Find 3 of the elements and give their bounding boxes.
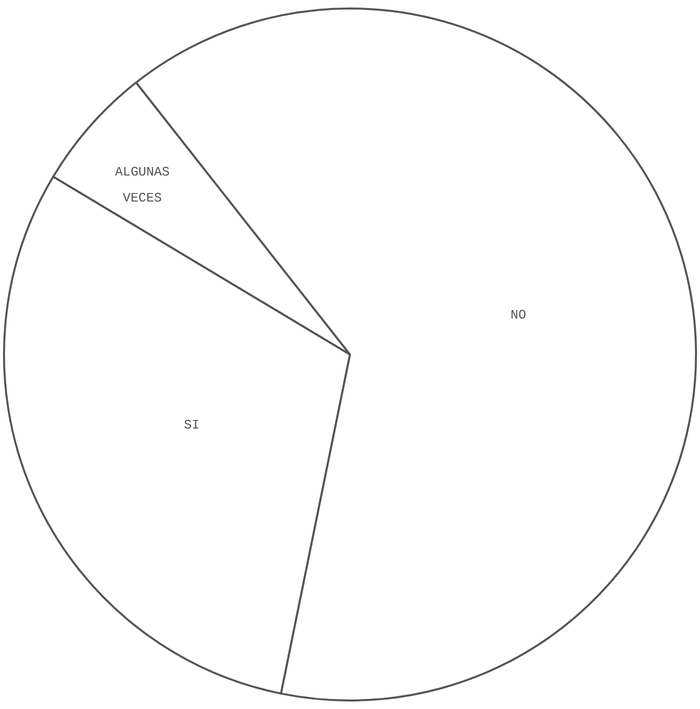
slice-label: ALGUNAS VECES [115, 164, 170, 206]
slice-label: SI [184, 417, 200, 432]
slice-label: NO [510, 308, 526, 323]
